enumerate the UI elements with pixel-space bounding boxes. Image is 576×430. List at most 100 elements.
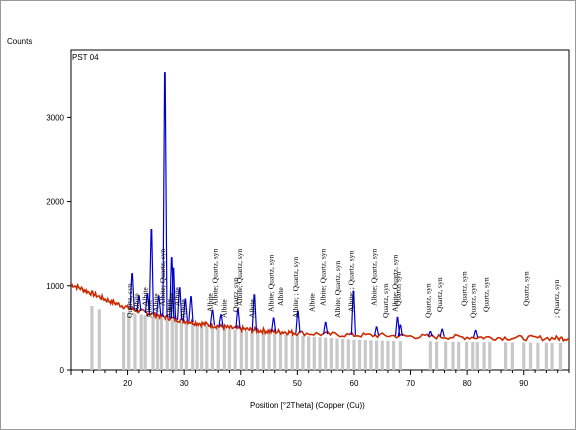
reference-bar (558, 342, 563, 370)
reference-bar (374, 340, 379, 370)
reference-bar (295, 335, 299, 370)
reference-bar (143, 315, 147, 370)
y-tick-label: 2000 (46, 198, 64, 207)
peak-line (374, 326, 380, 336)
reference-bar (278, 334, 282, 370)
reference-bar (210, 326, 215, 370)
peak-annotation: Albite; Quartz, syn (391, 254, 400, 312)
x-tick-label: 30 (180, 379, 189, 388)
reference-bar (434, 341, 439, 370)
peak-line (209, 309, 216, 326)
peak-annotation: Albite; Quartz, syn (158, 248, 167, 306)
peak-annotation: Albite (132, 293, 141, 312)
peak-annotation: Albite; Quartz, syn (319, 248, 328, 306)
x-axis-label: Position [°2Theta] (Copper (Cu)) (250, 401, 365, 410)
reference-bar (451, 341, 455, 370)
x-tick-label: 60 (350, 379, 359, 388)
peak-annotation: Albite; Quartz, syn (333, 260, 342, 318)
reference-bar (386, 340, 390, 370)
reference-bar (369, 340, 373, 370)
reference-bar (222, 327, 226, 370)
peak-annotation: Quartz, syn (381, 283, 390, 318)
peak-line (295, 310, 301, 334)
peak-line (129, 273, 135, 310)
peak-line (156, 295, 162, 316)
peak-line (170, 267, 177, 319)
reference-bar (482, 342, 486, 370)
peak-annotation: Albite (276, 287, 285, 306)
reference-bar (250, 332, 254, 370)
reference-bar (522, 342, 526, 370)
peak-annotation: Albite (247, 299, 256, 318)
peak-annotation: Albite; Quartz, syn (235, 248, 244, 306)
peak-line (427, 331, 433, 337)
peak-line (162, 72, 168, 317)
peak-line (473, 329, 479, 338)
reference-bar (352, 339, 356, 370)
x-tick-label: 70 (406, 379, 415, 388)
reference-bar (216, 327, 220, 370)
reference-bar (284, 334, 288, 370)
peak-line (177, 287, 183, 320)
reference-bar (256, 332, 260, 370)
background-series-line (71, 282, 570, 343)
peak-line (188, 296, 194, 323)
reference-bar (471, 342, 475, 370)
peak-line (182, 298, 188, 321)
peak-line (271, 317, 277, 332)
peak-annotation: Quartz, syn (521, 271, 530, 306)
peak-annotation: Albite; ; Quartz, syn (291, 257, 300, 318)
y-tick-label: 1000 (46, 282, 64, 291)
peak-annotation: Albite (166, 293, 175, 312)
reference-bar (159, 317, 164, 370)
reference-bar (380, 340, 384, 370)
reference-bar (301, 335, 305, 370)
peak-annotation: Quartz, syn (460, 271, 469, 306)
reference-bar (122, 311, 126, 370)
reference-bar (528, 342, 533, 370)
reference-bar (267, 333, 271, 370)
reference-bar (244, 331, 249, 370)
reference-bar (391, 341, 396, 370)
peak-line (148, 229, 154, 314)
peak-annotation: Albite (307, 293, 316, 312)
reference-bar (398, 341, 402, 370)
reference-bar (290, 335, 294, 370)
x-tick-label: 80 (463, 379, 472, 388)
x-tick-label: 20 (123, 379, 132, 388)
peak-annotation: Albite (173, 287, 182, 306)
reference-bar (273, 333, 277, 370)
peak-annotation: Albite (152, 293, 161, 312)
peak-line (136, 295, 142, 312)
peak-annotation: Albite (144, 299, 153, 318)
peak-annotation: Quartz, syn (423, 283, 432, 318)
reference-bar (329, 338, 333, 370)
peak-annotation: Albite; Quartz, syn (370, 248, 379, 306)
reference-bar (184, 322, 189, 370)
y-axis-label: Counts (7, 37, 33, 46)
reference-bar (444, 341, 448, 370)
reference-bar (457, 341, 461, 370)
reference-bar (195, 323, 199, 370)
reference-bar (504, 342, 508, 370)
peak-line (394, 316, 401, 336)
peak-line (218, 314, 224, 327)
reference-bar (165, 318, 169, 370)
y-tick-label: 0 (60, 366, 65, 375)
peak-line (439, 328, 445, 337)
reference-bar (312, 336, 316, 370)
x-tick-label: 40 (236, 379, 245, 388)
reference-bar (428, 341, 432, 370)
reference-bar (536, 342, 540, 370)
reference-bar (90, 306, 94, 370)
reference-bar (335, 338, 339, 370)
x-tick-label: 90 (519, 379, 528, 388)
reference-bar (179, 321, 183, 370)
reference-bar (227, 328, 232, 370)
peak-line (251, 294, 257, 331)
peak-annotation: ; Quartz, syn (552, 279, 561, 318)
reference-bar (205, 325, 209, 370)
sample-label: PST 04 (72, 53, 99, 62)
reference-bar (261, 332, 266, 370)
